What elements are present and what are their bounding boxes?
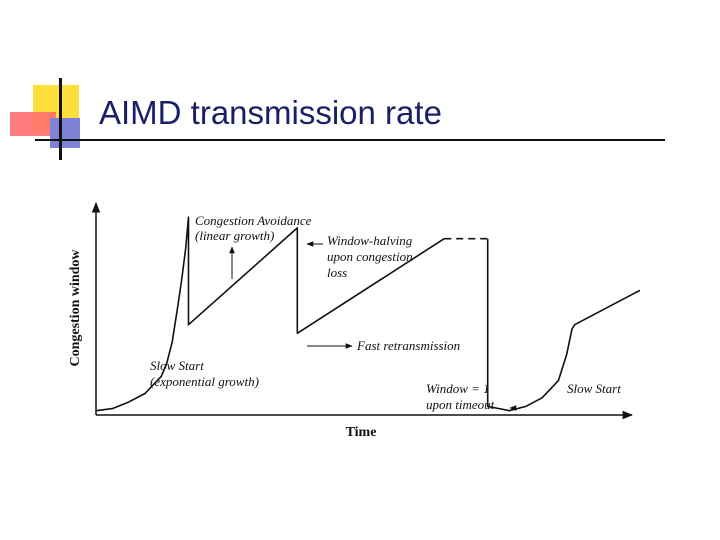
annotation-fast-retransmission: Fast retransmission [356,338,460,353]
slide-title: AIMD transmission rate [99,94,442,131]
annotation-congestion-avoidance: Congestion Avoidance (linear growth) [195,213,315,243]
annotation-line: Fast retransmission [356,338,460,353]
series-line-1 [95,216,445,412]
title-underline-rule [35,139,665,141]
annotation-line: Window-halving [327,233,413,248]
annotation-line: loss [327,265,347,280]
decor-vertical-rule [59,78,62,160]
x-axis-label: Time [346,425,377,440]
y-axis-label: Congestion window [68,249,83,367]
annotation-line: Slow Start [150,358,204,373]
decor-blue-square [50,118,80,148]
annotation-slow-start-2: Slow Start [567,381,621,396]
series-line-3 [486,238,641,412]
annotation-line: upon congestion [327,249,413,264]
annotation-window-1: Window = 1 upon timeout [426,381,495,412]
annotation-line: upon timeout [426,397,495,412]
decor-red-bar [10,112,56,136]
series-layer [95,216,641,412]
annotation-line: Congestion Avoidance [195,213,312,228]
annotation-line: Window = 1 [426,381,490,396]
annotation-line: (exponential growth) [150,374,259,389]
annotation-window-halving: Window-halving upon congestion loss [327,233,416,280]
annotation-line: Slow Start [567,381,621,396]
annotation-slow-start-1: Slow Start (exponential growth) [150,358,259,389]
annotation-line: (linear growth) [195,228,274,243]
